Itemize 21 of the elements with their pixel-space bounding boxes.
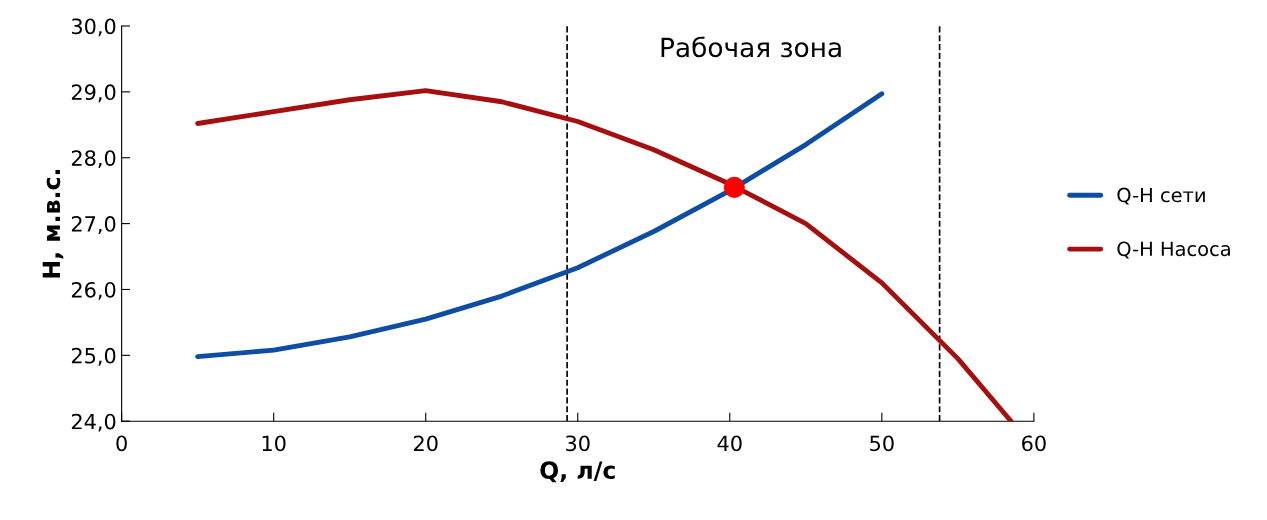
line-series [195,88,1014,422]
y-tick-label: 27,0 [71,216,116,234]
x-tick-label: 10 [262,435,286,452]
y-tick-label: 25,0 [71,347,116,366]
x-tick-label: 40 [717,435,742,452]
legend-label: Q-H сети [1117,187,1205,205]
y-tick-label: 30,0 [71,18,116,37]
y-tick-label: 28,0 [71,150,116,169]
annotation: Рабочая зона [661,36,841,58]
legend-label: Q-H Насоса [1117,241,1230,259]
y-tick-label: 29,0 [71,84,116,103]
x-tick-label: 30 [566,435,590,452]
x-tick-label: 50 [870,435,894,452]
x-tick-label: 20 [413,435,438,452]
y-tick-label: 26,0 [71,281,116,300]
y-tick-label: 24,0 [71,413,116,432]
x-axis-title: Q, л/с [540,461,615,483]
x-tick-label: 0 [116,435,127,452]
line-series [195,91,885,360]
x-tick-label: 60 [1022,435,1046,452]
y-axis-title: H, м.в.с. [42,169,64,278]
